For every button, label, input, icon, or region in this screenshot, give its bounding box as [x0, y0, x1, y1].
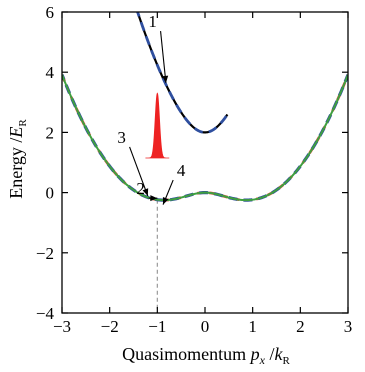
annotation-label: 1 [148, 12, 157, 31]
population-peak [145, 92, 170, 159]
annotation-arrowhead [162, 197, 169, 205]
annotation-label: 4 [177, 161, 186, 180]
annotation-arrowhead [162, 75, 169, 83]
ticks: −3 −2 −1 0 1 2 3 −4 −2 0 2 4 6 1 3 2 4 [36, 3, 352, 336]
plot-content [62, 12, 348, 313]
annotation-pointer [129, 146, 149, 197]
annotation-label: 2 [136, 179, 145, 198]
y-tick-label: 4 [46, 63, 55, 82]
plot-frame [61, 11, 349, 314]
x-tick-label: −2 [101, 317, 119, 336]
x-tick-label: 1 [248, 317, 257, 336]
x-axis-label: Quasimomentum px /kR [122, 344, 290, 367]
y-tick-label: 2 [46, 123, 55, 142]
series-line-2 [136, 12, 229, 134]
annotation-arrowhead [150, 195, 158, 202]
x-tick-label: −3 [53, 317, 71, 336]
y-tick-label: 0 [46, 184, 55, 203]
annotation-label: 3 [117, 128, 126, 147]
x-tick-label: 3 [344, 317, 353, 336]
x-tick-label: 2 [296, 317, 305, 336]
x-tick-label: −1 [148, 317, 166, 336]
y-tick-label: −2 [36, 244, 54, 263]
series-line-5 [62, 74, 348, 202]
y-axis-label: Energy /ER [6, 119, 29, 199]
series-line-4 [62, 74, 348, 202]
x-tick-label: 0 [201, 317, 210, 336]
annotation-arrowhead [142, 188, 149, 196]
series-line-1 [136, 12, 229, 134]
y-tick-label: −4 [36, 304, 55, 323]
series-line-3 [62, 74, 348, 202]
y-tick-label: 6 [46, 3, 55, 22]
annotation-pointer [160, 30, 167, 83]
